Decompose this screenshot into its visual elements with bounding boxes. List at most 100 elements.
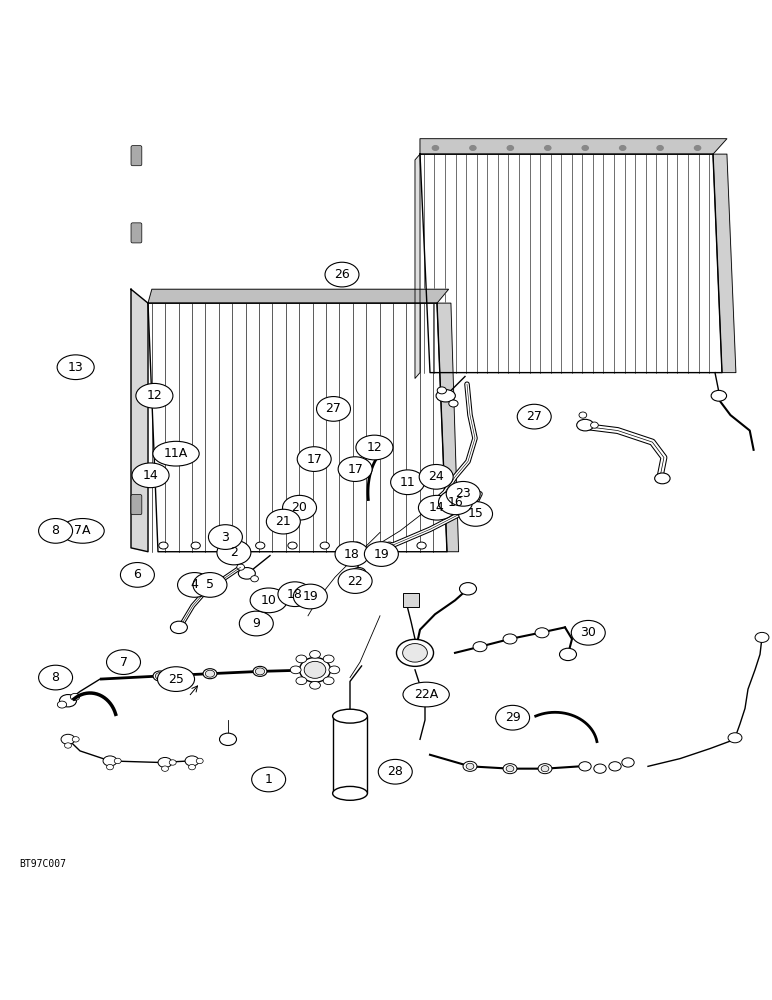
Ellipse shape <box>384 542 394 549</box>
Ellipse shape <box>65 743 72 748</box>
Ellipse shape <box>403 644 428 662</box>
Ellipse shape <box>538 764 552 774</box>
Ellipse shape <box>251 576 259 582</box>
Ellipse shape <box>403 682 449 707</box>
Ellipse shape <box>253 666 267 676</box>
Ellipse shape <box>695 146 701 150</box>
Ellipse shape <box>470 146 476 150</box>
Text: 22A: 22A <box>414 688 438 701</box>
Ellipse shape <box>196 758 203 764</box>
Ellipse shape <box>397 639 434 666</box>
Text: 28: 28 <box>388 765 403 778</box>
Ellipse shape <box>205 670 215 677</box>
Text: 22: 22 <box>347 575 363 588</box>
Text: 23: 23 <box>455 487 471 500</box>
Ellipse shape <box>217 540 251 565</box>
Text: 27: 27 <box>527 410 542 423</box>
Polygon shape <box>713 154 736 373</box>
Text: 9: 9 <box>252 617 260 630</box>
Ellipse shape <box>364 542 398 566</box>
Ellipse shape <box>304 661 326 678</box>
Text: 27: 27 <box>326 402 341 415</box>
Ellipse shape <box>283 495 317 520</box>
Polygon shape <box>148 303 447 552</box>
Ellipse shape <box>503 634 517 644</box>
Ellipse shape <box>296 655 306 663</box>
Ellipse shape <box>293 584 327 609</box>
Text: 13: 13 <box>68 361 83 374</box>
Ellipse shape <box>70 693 80 700</box>
Ellipse shape <box>323 677 334 685</box>
Ellipse shape <box>288 542 297 549</box>
Ellipse shape <box>560 648 577 661</box>
Ellipse shape <box>103 756 117 766</box>
Ellipse shape <box>61 519 104 543</box>
Ellipse shape <box>503 764 517 774</box>
Text: 8: 8 <box>52 671 59 684</box>
Polygon shape <box>437 303 459 552</box>
Ellipse shape <box>333 786 367 800</box>
Polygon shape <box>415 154 420 378</box>
Ellipse shape <box>296 677 306 685</box>
Text: 26: 26 <box>334 268 350 281</box>
Ellipse shape <box>278 582 312 607</box>
FancyBboxPatch shape <box>131 146 142 166</box>
Ellipse shape <box>155 673 164 679</box>
Ellipse shape <box>506 766 514 772</box>
Ellipse shape <box>39 519 73 543</box>
Ellipse shape <box>449 400 458 407</box>
Ellipse shape <box>39 665 73 690</box>
Ellipse shape <box>657 146 663 150</box>
Ellipse shape <box>579 412 587 418</box>
Text: 19: 19 <box>374 548 389 561</box>
Ellipse shape <box>107 650 141 674</box>
Text: 7: 7 <box>120 656 127 669</box>
Text: 4: 4 <box>191 578 198 591</box>
Ellipse shape <box>208 525 242 549</box>
Ellipse shape <box>132 463 169 488</box>
Ellipse shape <box>728 733 742 743</box>
Text: 3: 3 <box>222 531 229 544</box>
Text: 11: 11 <box>400 476 415 489</box>
Ellipse shape <box>571 620 605 645</box>
FancyBboxPatch shape <box>131 223 142 243</box>
Ellipse shape <box>655 473 670 484</box>
Ellipse shape <box>191 542 201 549</box>
Ellipse shape <box>185 756 199 766</box>
Ellipse shape <box>517 404 551 429</box>
Text: 1: 1 <box>265 773 273 786</box>
Ellipse shape <box>237 564 245 570</box>
Ellipse shape <box>203 669 217 679</box>
Ellipse shape <box>463 761 477 771</box>
Ellipse shape <box>335 542 369 566</box>
Ellipse shape <box>473 642 487 652</box>
Text: 24: 24 <box>428 470 444 483</box>
Text: 19: 19 <box>303 590 318 603</box>
Text: 2: 2 <box>230 546 238 559</box>
Ellipse shape <box>157 667 195 691</box>
Ellipse shape <box>352 568 366 578</box>
Ellipse shape <box>161 766 168 771</box>
Ellipse shape <box>239 568 256 579</box>
Ellipse shape <box>582 146 588 150</box>
Ellipse shape <box>432 146 438 150</box>
Text: 10: 10 <box>261 594 276 607</box>
Text: 18: 18 <box>344 548 360 561</box>
Text: 6: 6 <box>134 568 141 581</box>
Ellipse shape <box>114 758 121 764</box>
Ellipse shape <box>310 681 320 689</box>
Polygon shape <box>420 154 722 373</box>
Text: 18: 18 <box>287 588 303 601</box>
Ellipse shape <box>153 671 167 681</box>
Ellipse shape <box>419 464 453 489</box>
Ellipse shape <box>507 146 513 150</box>
Ellipse shape <box>153 441 199 466</box>
Ellipse shape <box>120 563 154 587</box>
Ellipse shape <box>59 695 76 707</box>
Polygon shape <box>131 289 148 552</box>
Bar <box>333 716 367 793</box>
Ellipse shape <box>250 588 287 613</box>
Ellipse shape <box>320 542 330 549</box>
Ellipse shape <box>171 621 188 634</box>
Ellipse shape <box>577 419 594 431</box>
